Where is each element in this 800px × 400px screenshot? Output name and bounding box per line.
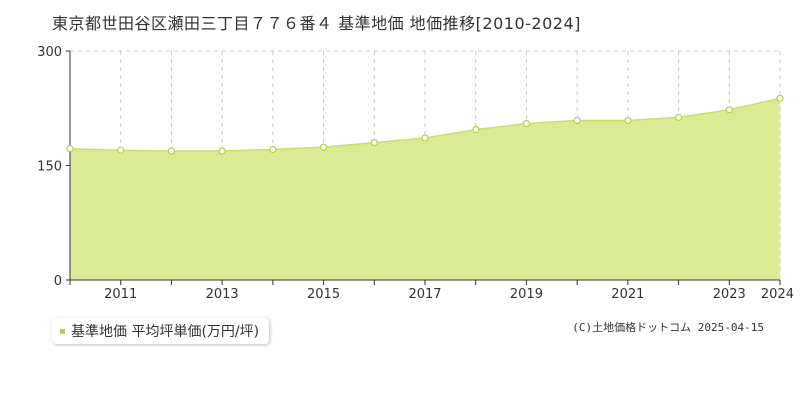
area-fill <box>70 98 780 281</box>
x-tick-label: 2023 <box>713 287 746 302</box>
data-point <box>624 116 632 125</box>
data-point <box>674 113 683 122</box>
data-point <box>167 147 176 155</box>
data-point <box>776 94 784 102</box>
data-point <box>573 116 581 125</box>
chart-legend: 基準地価 平均坪単価(万円/坪) <box>52 318 270 344</box>
data-point <box>522 119 531 128</box>
y-tick-label: 300 <box>37 45 62 60</box>
x-tick-label: 2024 <box>761 287 794 302</box>
data-points <box>66 94 784 155</box>
legend-swatch-icon <box>60 328 65 334</box>
x-tick-label: 2021 <box>611 287 644 302</box>
copyright-text: (C)土地価格ドットコム 2025-04-15 <box>572 321 764 334</box>
y-tick-label: 0 <box>54 274 62 289</box>
data-point <box>218 147 226 155</box>
axes <box>66 50 781 285</box>
y-tick-label: 150 <box>37 160 62 175</box>
data-point <box>472 126 480 134</box>
data-point <box>269 145 277 154</box>
legend-label: 基準地価 平均坪単価(万円/坪) <box>71 324 260 340</box>
data-point <box>117 146 125 154</box>
data-point <box>421 134 429 142</box>
tick-labels: 0 150 300 2011 2013 2015 2017 2019 2021 2023 2024 <box>37 45 794 302</box>
data-point <box>66 145 74 153</box>
data-point <box>319 143 328 151</box>
x-tick-label: 2013 <box>206 287 239 302</box>
chart-title: 東京都世田谷区瀬田三丁目７７６番４ 基準地価 地価推移[2010-2024] <box>52 14 581 33</box>
x-tick-label: 2015 <box>307 287 340 302</box>
data-point <box>370 139 378 147</box>
x-tick-label: 2019 <box>510 287 543 302</box>
x-tick-label: 2017 <box>408 287 441 302</box>
data-point <box>725 106 733 114</box>
land-price-chart: 0 150 300 2011 2013 2015 2017 2019 2021 2023 2024 <box>37 45 794 302</box>
x-tick-label: 2011 <box>104 287 137 302</box>
